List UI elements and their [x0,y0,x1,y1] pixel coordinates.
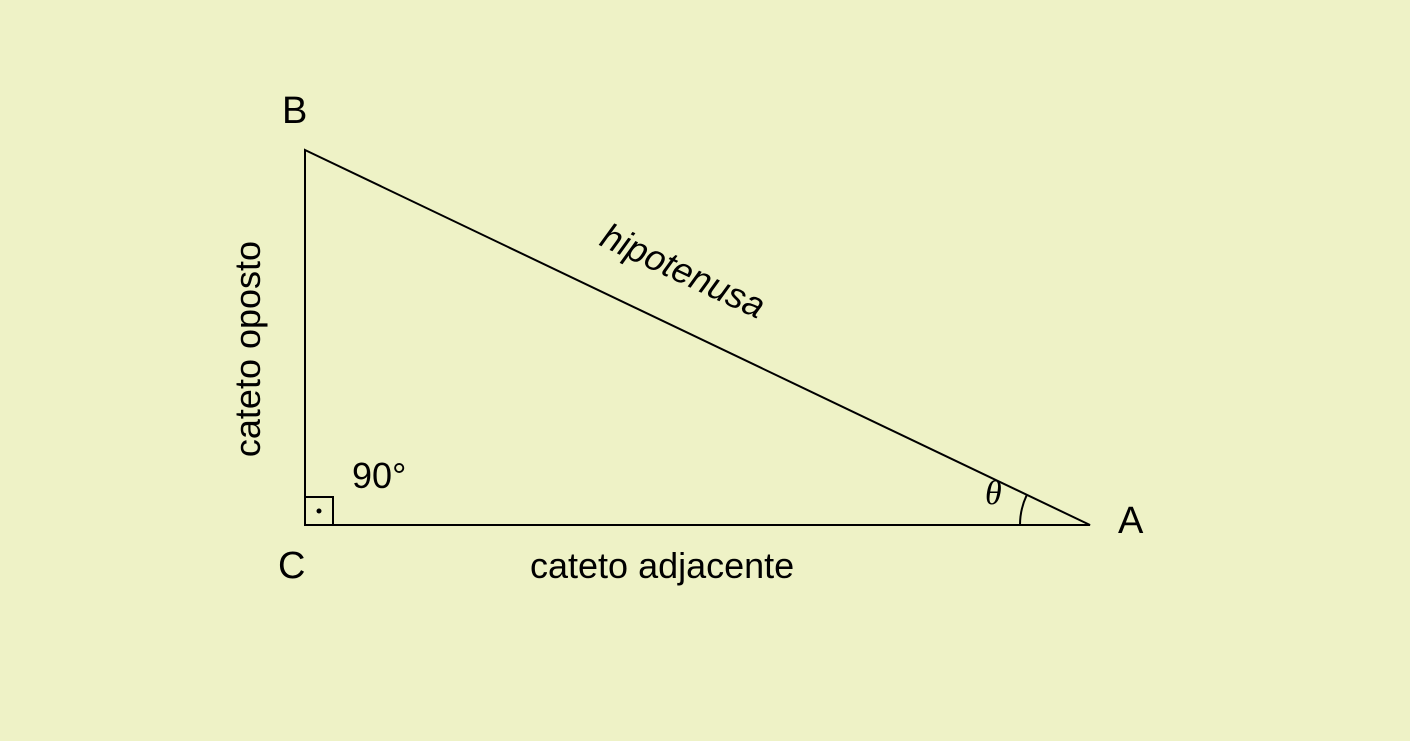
vertex-b-label: B [282,90,307,133]
right-angle-dot [317,509,322,514]
triangle-path [305,150,1090,525]
right-angle-label: 90° [352,455,406,497]
theta-label: θ [985,475,1002,513]
vertex-c-label: C [278,545,305,588]
triangle-diagram: A B C cateto oposto cateto adjacente hip… [0,0,1410,741]
theta-angle-arc [1020,495,1027,525]
opposite-side-label: cateto oposto [227,241,269,457]
adjacent-side-label: cateto adjacente [530,545,794,587]
triangle-svg [0,0,1410,741]
vertex-a-label: A [1118,500,1143,543]
